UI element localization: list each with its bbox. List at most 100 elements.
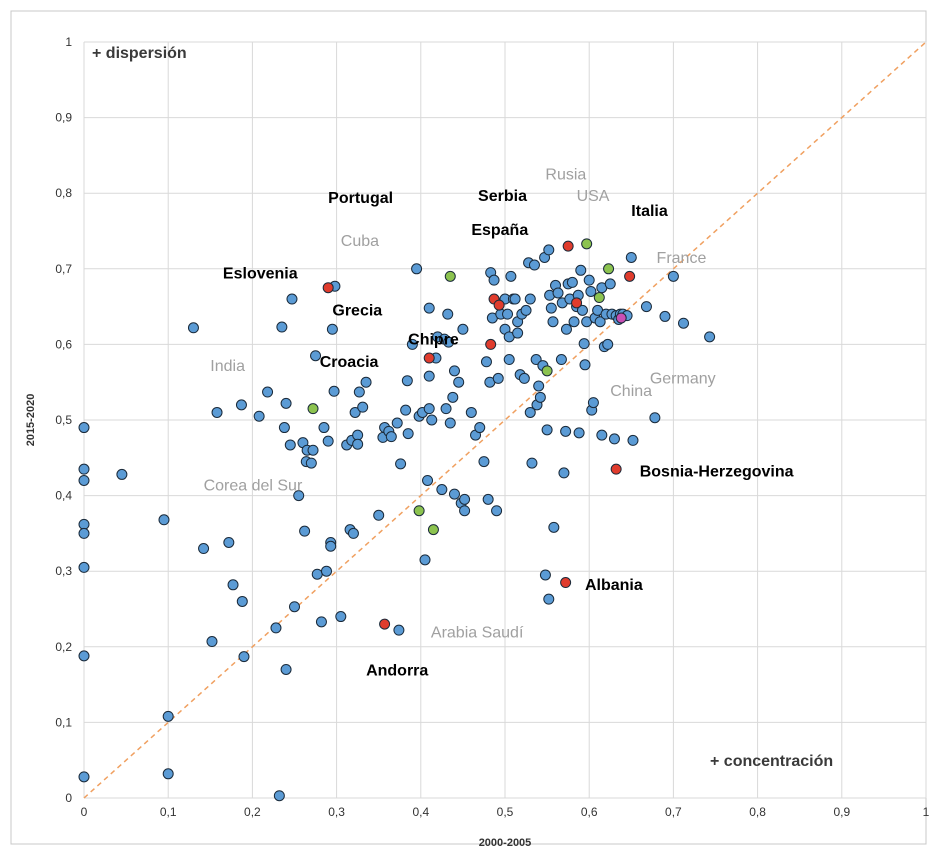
data-point-blue <box>78 518 90 530</box>
x-tick-label: 0,1 <box>160 805 177 819</box>
data-point-blue <box>401 375 413 387</box>
data-point-blue <box>326 323 338 335</box>
data-point-red <box>560 577 572 589</box>
data-point-blue <box>273 790 285 802</box>
data-point-red <box>562 240 574 252</box>
label-espana: España <box>471 222 528 239</box>
data-point-blue <box>667 270 679 282</box>
data-point-blue <box>448 488 460 500</box>
data-point-blue <box>560 425 572 437</box>
data-point-blue <box>395 458 407 470</box>
data-point-blue <box>78 771 90 783</box>
data-point-blue <box>423 302 435 314</box>
data-point-blue <box>448 365 460 377</box>
data-point-blue <box>78 527 90 539</box>
data-point-red <box>624 270 636 282</box>
data-point-blue <box>393 624 405 636</box>
data-point-blue <box>568 316 580 328</box>
label-india: India <box>210 358 245 375</box>
data-point-blue <box>480 356 492 368</box>
data-point-blue <box>491 505 503 517</box>
data-point-red <box>610 463 622 475</box>
data-point-blue <box>211 406 223 418</box>
data-point-blue <box>545 302 557 314</box>
data-point-blue <box>578 338 590 350</box>
data-point-blue <box>594 316 606 328</box>
label-usa: USA <box>577 188 610 205</box>
y-tick-label: 0,2 <box>55 640 72 654</box>
x-tick-label: 0,7 <box>665 805 682 819</box>
data-point-blue <box>238 651 250 663</box>
data-point-blue <box>503 354 515 366</box>
data-point-blue <box>512 327 524 339</box>
y-tick-label: 0,1 <box>55 715 72 729</box>
x-tick-label: 1 <box>923 805 930 819</box>
x-tick-label: 0,9 <box>833 805 850 819</box>
data-point-red <box>493 299 505 311</box>
data-point-red <box>571 297 583 309</box>
data-point-blue <box>482 493 494 505</box>
data-point-green <box>593 292 605 304</box>
data-point-green <box>307 403 319 415</box>
data-point-green <box>541 365 553 377</box>
data-point-green <box>444 270 456 282</box>
data-point-green <box>413 505 425 517</box>
data-point-blue <box>162 710 174 722</box>
data-point-blue <box>492 372 504 384</box>
x-tick-label: 0,5 <box>497 805 514 819</box>
data-point-blue <box>457 323 469 335</box>
data-point-blue <box>335 611 347 623</box>
data-point-blue <box>440 403 452 415</box>
data-point-blue <box>352 438 364 450</box>
label-china: China <box>610 383 652 400</box>
label-serbia: Serbia <box>478 188 527 205</box>
data-point-blue <box>286 293 298 305</box>
data-point-blue <box>78 463 90 475</box>
data-point-red <box>379 618 391 630</box>
data-point-blue <box>555 354 567 366</box>
data-point-blue <box>608 433 620 445</box>
data-point-blue <box>602 338 614 350</box>
label-portugal: Portugal <box>328 190 393 207</box>
data-point-blue <box>402 428 414 440</box>
y-tick-label: 1 <box>65 35 72 49</box>
data-point-blue <box>444 417 456 429</box>
label-arabia: Arabia Saudí <box>431 625 524 642</box>
data-point-blue <box>678 317 690 329</box>
y-tick-label: 0,7 <box>55 262 72 276</box>
data-point-blue <box>526 457 538 469</box>
data-point-blue <box>315 616 327 628</box>
label-albania: Albania <box>585 577 643 594</box>
data-point-blue <box>223 536 235 548</box>
x-tick-label: 0 <box>81 805 88 819</box>
y-tick-labels: 0 0,1 0,2 0,3 0,4 0,5 0,6 0,7 0,8 0,9 1 <box>55 35 72 805</box>
data-point-blue <box>528 259 540 271</box>
data-point-blue <box>307 444 319 456</box>
note-dispersion: + dispersión <box>92 45 187 62</box>
data-point-blue <box>505 270 517 282</box>
data-point-blue <box>270 622 282 634</box>
data-point-blue <box>575 264 587 276</box>
data-point-blue <box>539 569 551 581</box>
data-point-blue <box>419 554 431 566</box>
data-point-blue <box>357 401 369 413</box>
label-chipre: Chipre <box>408 331 459 348</box>
data-point-blue <box>187 322 199 334</box>
data-point-blue <box>349 406 361 418</box>
data-point-blue <box>488 274 500 286</box>
x-tick-label: 0,6 <box>581 805 598 819</box>
data-point-blue <box>391 417 403 429</box>
data-point-blue <box>299 525 311 537</box>
data-point-blue <box>547 316 559 328</box>
x-axis-title: 2000-2005 <box>479 837 532 849</box>
data-point-blue <box>423 403 435 415</box>
data-point-blue <box>422 474 434 486</box>
x-tick-label: 0,4 <box>412 805 429 819</box>
data-point-blue <box>530 354 542 366</box>
x-tick-labels: 0 0,1 0,2 0,3 0,4 0,5 0,6 0,7 0,8 0,9 1 <box>81 805 930 819</box>
data-point-blue <box>442 308 454 320</box>
data-point-blue <box>352 429 364 441</box>
label-corea: Corea del Sur <box>204 477 303 494</box>
